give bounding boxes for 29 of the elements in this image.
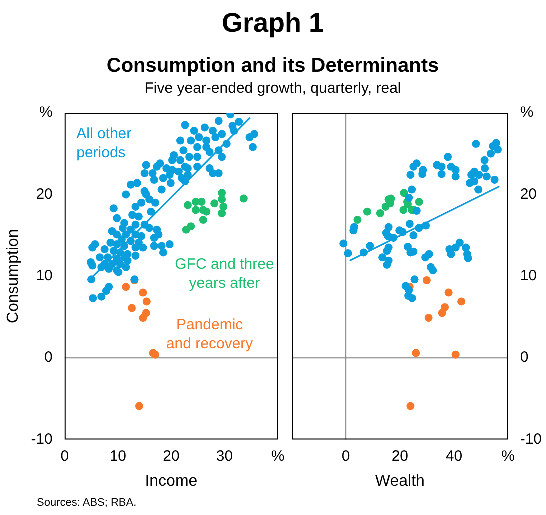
chart-title: Graph 1 [220,7,326,40]
x-tick-label: % [271,448,285,465]
x-tick-label: 10 [110,448,127,465]
y-tick-label: -10 [520,430,542,448]
y-tick-label: 20 [36,186,53,203]
x-tick-label: 20 [163,448,180,465]
series-label: Pandemic and recovery [166,316,254,353]
text: Five year-ended growth, quarterly, real [144,80,402,98]
y-tick-label: 0 [520,349,529,366]
series-label: GFC and three years after [175,256,274,292]
x-tick-label: 0 [342,448,350,465]
x-axis-title: Wealth [375,472,425,490]
x-tick-label: % [502,448,515,465]
x-tick-label: 40 [446,448,463,465]
y-tick-label: % [40,104,53,122]
x-axis-title: Income [145,472,198,490]
x-tick-label: 20 [392,448,409,465]
source-note: Sources: ABS; RBA. [36,497,138,509]
y-tick-label: -10 [31,430,53,448]
series-label: All other periods [76,125,132,162]
x-tick-label: 0 [60,448,70,465]
y-tick-label: % [520,104,534,122]
y-tick-label: 20 [520,186,538,203]
y-tick-label: 10 [520,268,538,285]
chart-subtitle: Consumption and its Determinants [106,54,440,79]
y-tick-label: 0 [44,349,53,366]
y-tick-label: 10 [36,268,53,285]
x-tick-label: 30 [216,448,234,465]
y-axis-title: Consumption [5,229,22,324]
